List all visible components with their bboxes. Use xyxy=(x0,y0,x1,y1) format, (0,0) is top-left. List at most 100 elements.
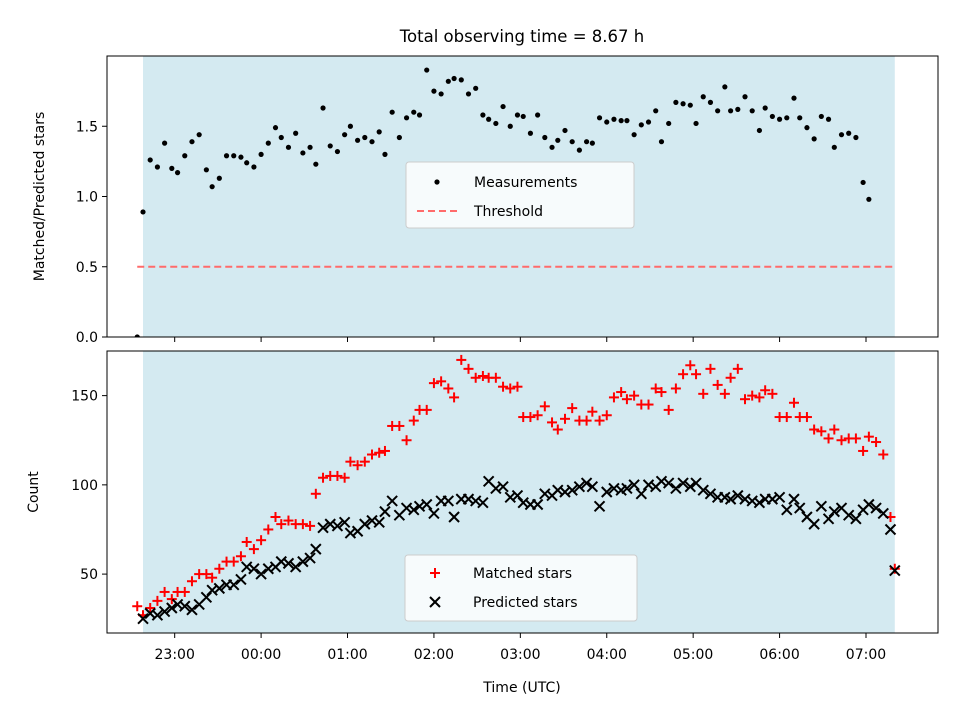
matched-star-point xyxy=(132,601,143,612)
measurement-point xyxy=(818,113,824,120)
y-tick-label: 1.5 xyxy=(76,119,98,135)
predicted-star-point xyxy=(497,480,509,493)
matched-star-point xyxy=(152,595,163,606)
x-tick-label: 03:00 xyxy=(500,647,540,663)
bottom-legend: Matched stars Predicted stars xyxy=(404,554,638,622)
measurement-point xyxy=(354,137,361,143)
legend-measurements-marker xyxy=(434,179,440,185)
legend-predicted-label: Predicted stars xyxy=(473,595,578,611)
matched-star-point xyxy=(801,412,812,423)
matched-star-point xyxy=(608,392,619,403)
y-tick-label: 1.0 xyxy=(76,190,98,206)
predicted-star-point xyxy=(235,573,247,586)
matched-star-point xyxy=(889,563,900,574)
measurement-point xyxy=(307,144,313,150)
matched-star-point xyxy=(241,536,252,547)
matched-star-point xyxy=(740,394,751,405)
y-tick-label: 0.0 xyxy=(76,330,98,346)
measurement-point xyxy=(527,130,534,136)
predicted-star-point xyxy=(373,516,385,529)
matched-star-point xyxy=(428,378,439,389)
matched-star-point xyxy=(656,387,667,398)
matched-star-point xyxy=(788,397,799,408)
measurement-point xyxy=(300,150,306,156)
bottom-y-axis-label: Count xyxy=(26,471,42,513)
measurement-point xyxy=(411,109,417,115)
measurement-point xyxy=(831,144,837,150)
predicted-star-point xyxy=(186,604,198,616)
measurement-point xyxy=(473,85,479,91)
measurement-point xyxy=(389,109,395,115)
measurement-point xyxy=(480,112,486,118)
measurement-point xyxy=(272,125,279,131)
matched-star-point xyxy=(816,426,827,437)
matched-star-point xyxy=(594,415,605,426)
measurement-point xyxy=(465,91,472,97)
predicted-star-point xyxy=(863,498,875,511)
predicted-star-point xyxy=(282,557,295,570)
measurement-point xyxy=(673,99,679,105)
top-legend: Measurements Threshold xyxy=(405,161,635,229)
matched-star-point xyxy=(449,392,460,403)
predicted-star-point xyxy=(732,489,744,502)
predicted-star-point xyxy=(304,552,316,564)
matched-star-point xyxy=(263,524,274,535)
measurement-point xyxy=(693,120,699,127)
matched-star-point xyxy=(228,556,239,567)
measurement-point xyxy=(169,165,175,171)
measurement-point xyxy=(258,151,264,157)
matched-star-point xyxy=(505,383,516,394)
matched-star-point xyxy=(394,420,405,431)
matched-star-point xyxy=(166,594,177,605)
measurement-point xyxy=(376,129,382,135)
matched-star-point xyxy=(366,449,377,460)
top-axes: 0.0 0.5 1.0 1.5 Matched/Predicted stars Mea… xyxy=(32,55,939,346)
predicted-star-point xyxy=(724,493,737,505)
matched-star-point xyxy=(270,511,281,522)
matched-star-point xyxy=(477,370,488,381)
predicted-star-point xyxy=(884,523,897,536)
predicted-star-point xyxy=(773,491,786,504)
measurement-point xyxy=(493,120,499,127)
measurement-point xyxy=(791,95,797,101)
measurement-point xyxy=(735,106,741,112)
predicted-star-point xyxy=(794,502,806,514)
matched-star-point xyxy=(754,392,765,403)
measurement-point xyxy=(618,118,624,124)
matched-star-point xyxy=(685,360,696,371)
measurement-point xyxy=(658,139,665,145)
matched-star-point xyxy=(663,404,674,415)
measurement-point xyxy=(285,144,292,150)
predicted-star-point xyxy=(531,498,544,511)
measurement-point xyxy=(251,164,257,170)
matched-star-point xyxy=(601,410,612,421)
matched-star-point xyxy=(829,424,840,435)
measurement-point xyxy=(860,179,866,186)
measurement-point xyxy=(866,196,872,202)
matched-star-point xyxy=(463,363,474,374)
predicted-star-point xyxy=(635,488,648,500)
predicted-star-point xyxy=(408,504,420,516)
measurement-point xyxy=(846,130,852,136)
predicted-star-point xyxy=(704,488,717,500)
matched-star-point xyxy=(443,383,454,394)
measurement-point xyxy=(838,132,845,138)
measurement-point xyxy=(707,99,714,105)
x-tick-label: 23:00 xyxy=(155,647,195,663)
measurement-point xyxy=(638,122,644,128)
predicted-star-point xyxy=(158,605,171,618)
predicted-star-point xyxy=(828,505,841,518)
measurement-point xyxy=(231,153,237,159)
predicted-star-point xyxy=(580,477,593,489)
matched-star-point xyxy=(836,435,847,446)
predicted-star-point xyxy=(677,477,689,489)
measurement-point xyxy=(244,160,250,166)
measurement-point xyxy=(520,113,526,120)
measurement-point xyxy=(666,120,672,127)
measurement-point xyxy=(431,88,437,94)
measurement-point xyxy=(583,139,590,145)
measurement-point xyxy=(500,103,506,110)
matched-star-point xyxy=(863,431,874,442)
x-tick-label: 02:00 xyxy=(414,647,454,663)
